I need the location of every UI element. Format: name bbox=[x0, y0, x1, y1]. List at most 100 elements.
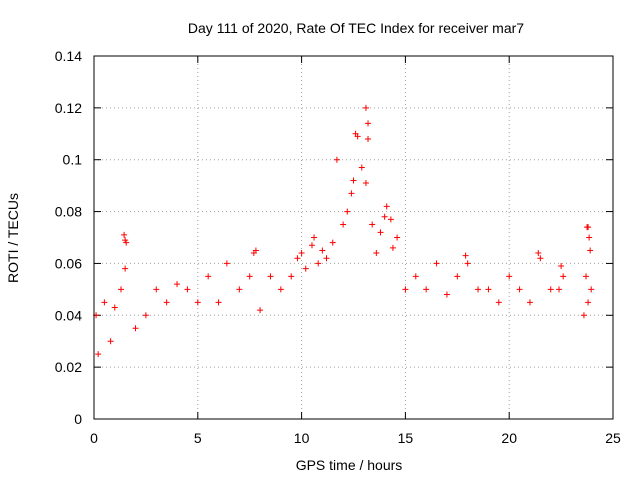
y-tick-label: 0.14 bbox=[55, 48, 82, 64]
data-point bbox=[387, 216, 394, 223]
x-axis-label: GPS time / hours bbox=[296, 457, 403, 473]
data-point bbox=[362, 104, 369, 111]
data-point bbox=[107, 338, 114, 345]
data-point bbox=[537, 255, 544, 262]
data-point bbox=[454, 273, 461, 280]
x-tick-label: 10 bbox=[294, 430, 310, 446]
data-point bbox=[267, 273, 274, 280]
data-point bbox=[344, 208, 351, 215]
data-point bbox=[315, 260, 322, 267]
axis-ticks: 0 5 10 15 20 25 0 0.02 0.04 0.06 0.08 0.1 0.12 0.14 bbox=[55, 48, 621, 446]
data-point bbox=[516, 286, 523, 293]
data-point bbox=[526, 299, 533, 306]
grid-lines bbox=[94, 56, 613, 419]
x-tick-label: 5 bbox=[194, 430, 202, 446]
data-point bbox=[333, 156, 340, 163]
data-point bbox=[277, 286, 284, 293]
data-point bbox=[142, 312, 149, 319]
y-tick-label: 0.08 bbox=[55, 204, 82, 220]
data-point bbox=[585, 299, 592, 306]
data-point bbox=[443, 291, 450, 298]
data-point bbox=[462, 252, 469, 259]
data-point bbox=[153, 286, 160, 293]
data-point bbox=[123, 239, 130, 246]
data-point bbox=[205, 273, 212, 280]
data-point bbox=[121, 231, 128, 238]
x-tick-label: 15 bbox=[398, 430, 414, 446]
data-point bbox=[122, 237, 129, 244]
data-point bbox=[117, 286, 124, 293]
data-point bbox=[122, 265, 129, 272]
data-point bbox=[95, 351, 102, 358]
data-point bbox=[215, 299, 222, 306]
data-point bbox=[585, 224, 592, 231]
data-point bbox=[365, 135, 372, 142]
data-point bbox=[194, 299, 201, 306]
data-point bbox=[101, 299, 108, 306]
data-point bbox=[257, 307, 264, 314]
data-point bbox=[236, 286, 243, 293]
data-point bbox=[308, 242, 315, 249]
x-tick-label: 0 bbox=[90, 430, 98, 446]
data-point bbox=[475, 286, 482, 293]
data-point bbox=[560, 273, 567, 280]
data-point bbox=[132, 325, 139, 332]
data-point bbox=[252, 247, 259, 254]
data-point bbox=[464, 260, 471, 267]
y-tick-label: 0 bbox=[74, 411, 82, 427]
data-point bbox=[588, 286, 595, 293]
data-point bbox=[423, 286, 430, 293]
data-point bbox=[485, 286, 492, 293]
data-point bbox=[383, 203, 390, 210]
data-point bbox=[506, 273, 513, 280]
chart-title: Day 111 of 2020, Rate Of TEC Index for r… bbox=[188, 20, 524, 36]
y-tick-label: 0.1 bbox=[63, 152, 83, 168]
data-point bbox=[535, 250, 542, 257]
data-point bbox=[402, 286, 409, 293]
data-point bbox=[377, 229, 384, 236]
data-point bbox=[412, 273, 419, 280]
data-point bbox=[340, 221, 347, 228]
data-point bbox=[369, 221, 376, 228]
data-point bbox=[373, 250, 380, 257]
data-point bbox=[362, 180, 369, 187]
data-point bbox=[294, 255, 301, 262]
x-tick-label: 25 bbox=[605, 430, 621, 446]
data-point bbox=[288, 273, 295, 280]
data-point bbox=[354, 133, 361, 140]
y-tick-label: 0.12 bbox=[55, 100, 82, 116]
data-point bbox=[556, 286, 563, 293]
data-point bbox=[163, 299, 170, 306]
data-point bbox=[394, 234, 401, 241]
y-tick-label: 0.06 bbox=[55, 255, 82, 271]
data-point bbox=[323, 255, 330, 262]
x-tick-label: 20 bbox=[501, 430, 517, 446]
data-point bbox=[311, 234, 318, 241]
y-axis-label: ROTI / TECUs bbox=[5, 193, 21, 283]
data-point bbox=[329, 239, 336, 246]
data-point bbox=[587, 247, 594, 254]
data-point bbox=[350, 177, 357, 184]
data-point bbox=[547, 286, 554, 293]
data-point bbox=[583, 273, 590, 280]
data-point bbox=[433, 260, 440, 267]
data-point bbox=[111, 304, 118, 311]
data-point bbox=[184, 286, 191, 293]
data-point bbox=[580, 312, 587, 319]
data-point bbox=[348, 190, 355, 197]
plot-frame bbox=[93, 55, 614, 420]
y-tick-label: 0.04 bbox=[55, 307, 82, 323]
data-point bbox=[358, 164, 365, 171]
data-point bbox=[495, 299, 502, 306]
data-point bbox=[558, 263, 565, 270]
data-point bbox=[223, 260, 230, 267]
data-point bbox=[586, 234, 593, 241]
data-points bbox=[93, 104, 595, 358]
data-point bbox=[246, 273, 253, 280]
data-point bbox=[381, 213, 388, 220]
data-point bbox=[365, 120, 372, 127]
data-point bbox=[389, 244, 396, 251]
data-point bbox=[302, 265, 309, 272]
y-tick-label: 0.02 bbox=[55, 359, 82, 375]
